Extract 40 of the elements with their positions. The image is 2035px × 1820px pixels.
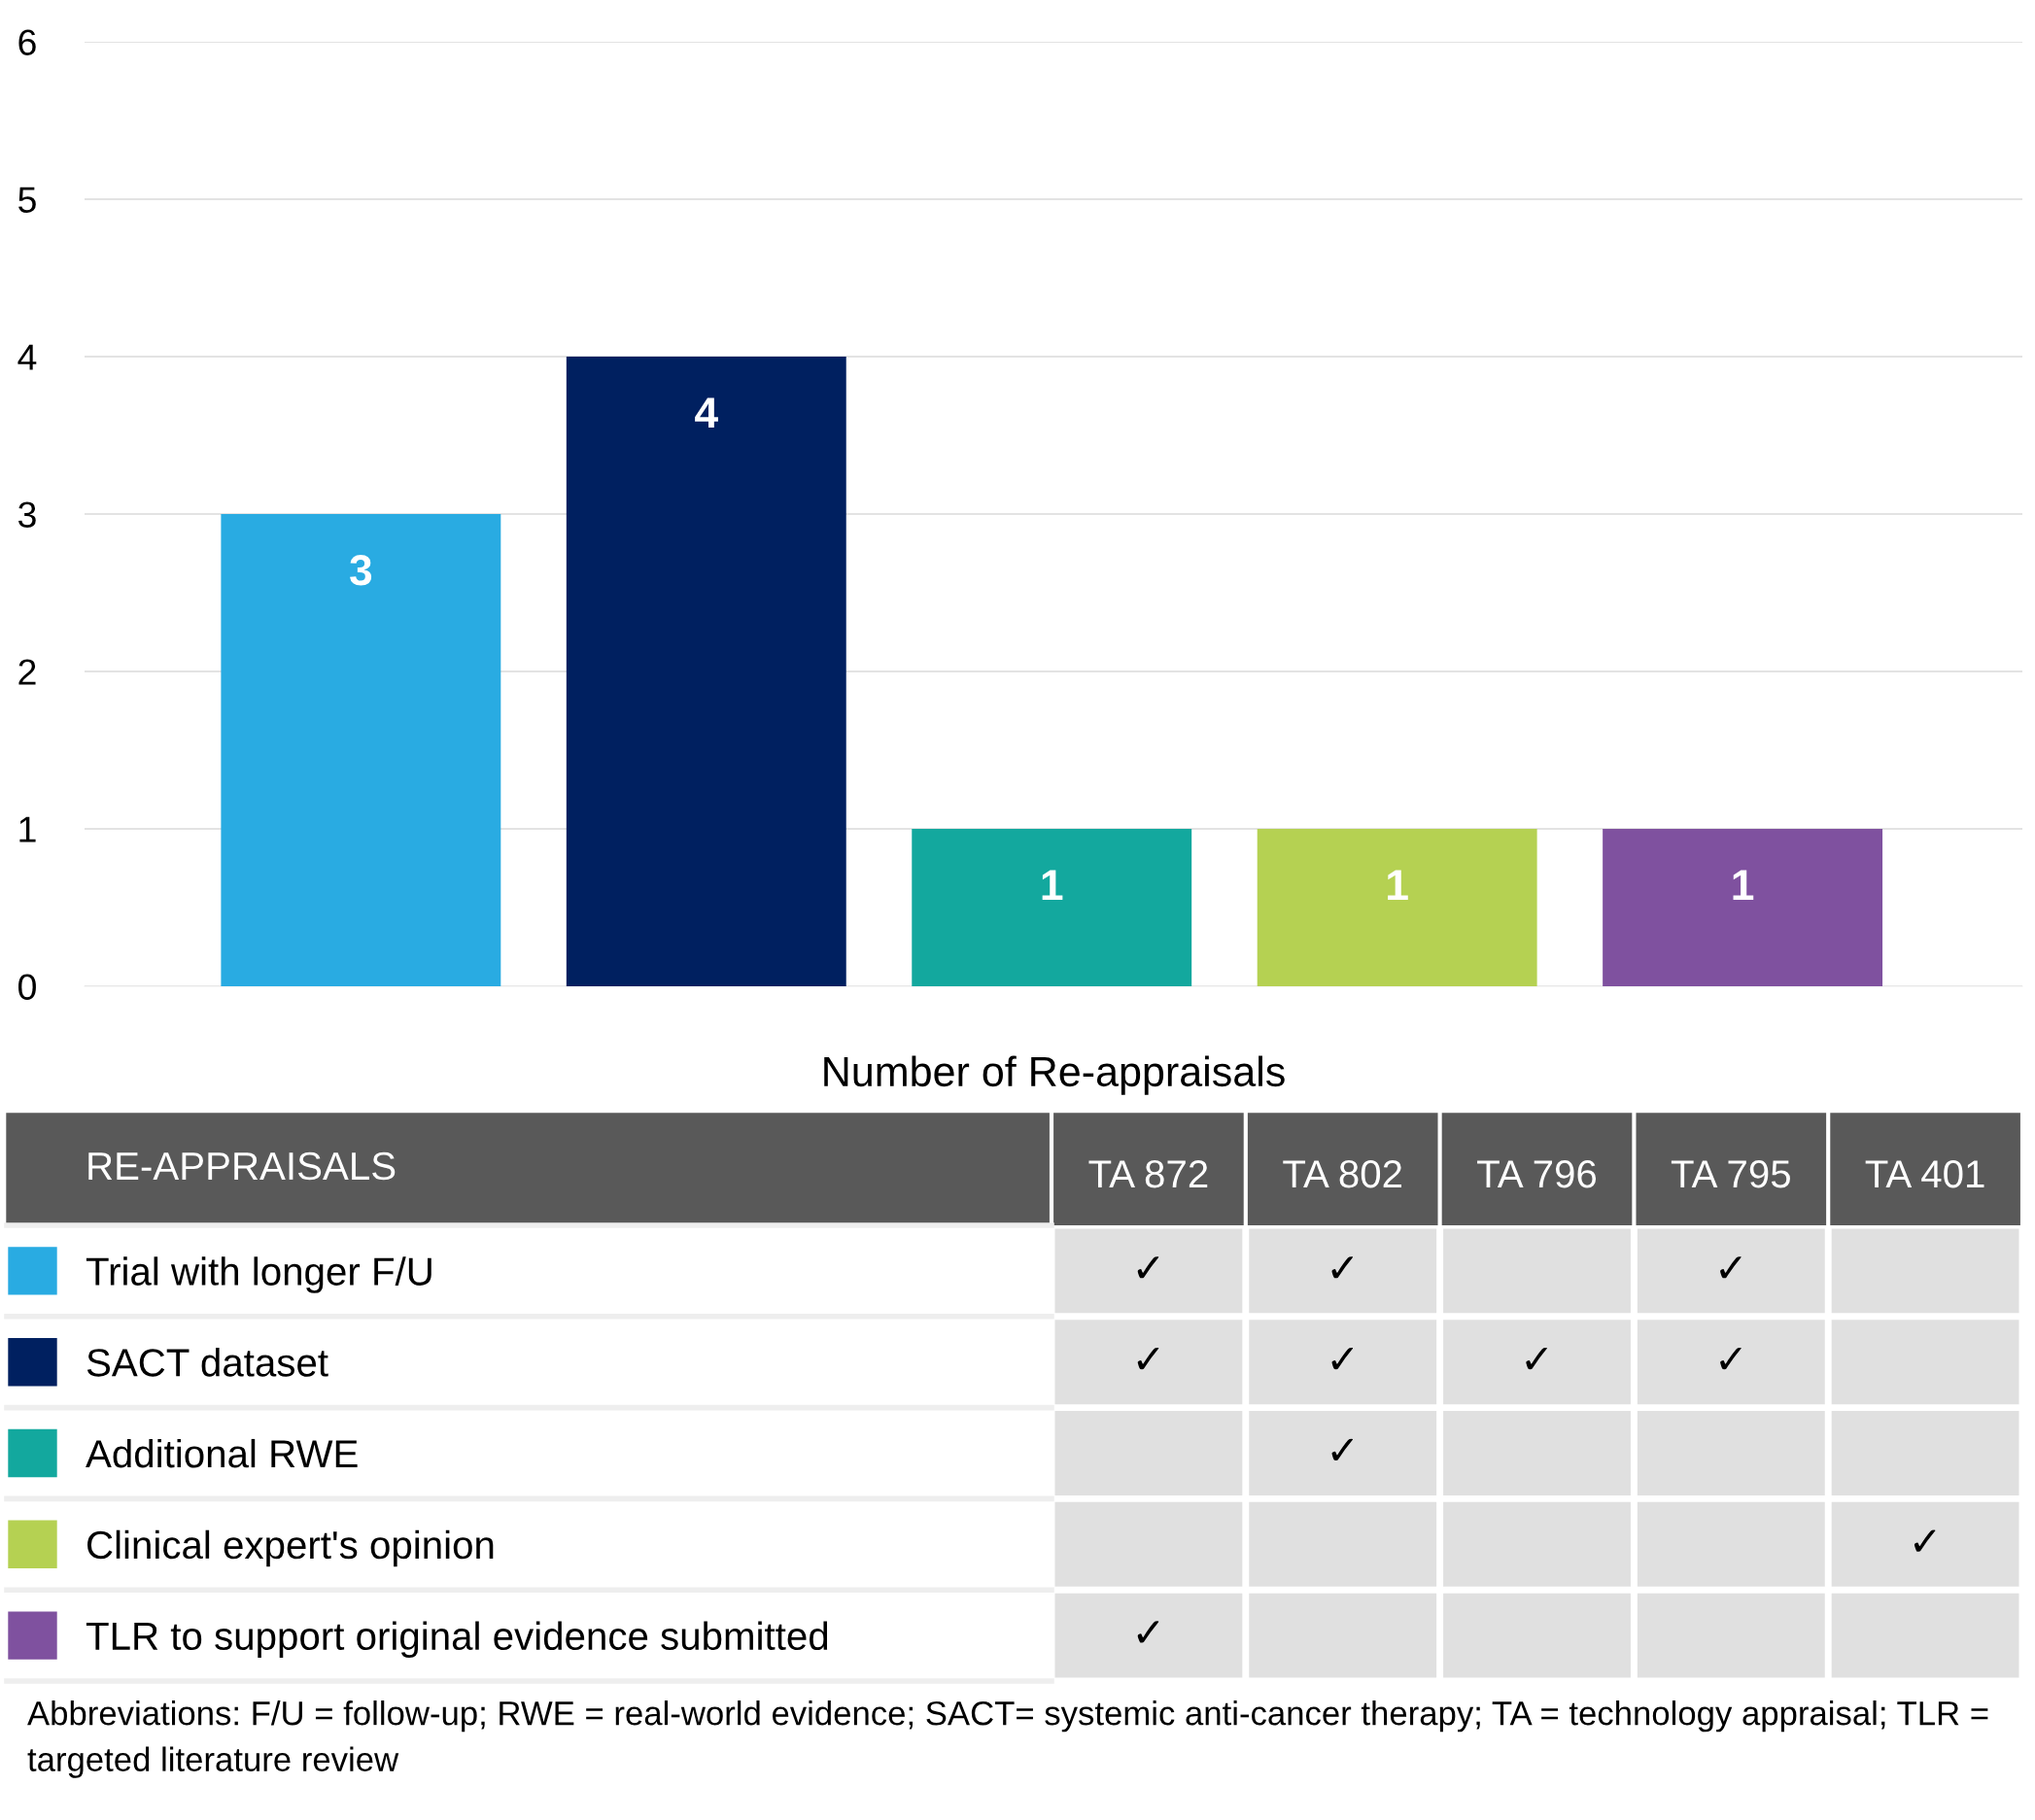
data-label: 4 <box>695 397 718 429</box>
y-tick-label: Clinical expert's opinion <box>87 1529 494 1567</box>
text: ✓ <box>1720 1256 1742 1279</box>
y-tick-label: 1 <box>19 816 36 842</box>
text: ✓ <box>1137 1621 1159 1643</box>
bar <box>1257 829 1537 986</box>
text: RE-APPRAISALS <box>88 1151 396 1181</box>
y-tick-label: TLR to support original evidence submitted <box>86 1621 828 1659</box>
text: ✓ <box>1720 1347 1742 1370</box>
y-tick-label: Additional RWE <box>86 1438 358 1468</box>
x-tick-label: TA 796 <box>1477 1159 1597 1188</box>
bar <box>221 514 501 986</box>
text: ✓ <box>1914 1529 1936 1552</box>
y-tick-label: 6 <box>18 29 36 55</box>
y-tick-label: 3 <box>17 501 36 528</box>
y-tick-label: SACT dataset <box>86 1348 328 1377</box>
data-label: 1 <box>1388 870 1408 901</box>
x-tick-label: TA 802 <box>1283 1159 1402 1188</box>
x-tick-label: TA 795 <box>1671 1159 1790 1188</box>
text: ✓ <box>1137 1347 1159 1370</box>
x-tick-label: TA 401 <box>1865 1159 1984 1188</box>
data-label: 1 <box>1042 870 1063 901</box>
x-tick-label: TA 872 <box>1088 1159 1208 1188</box>
y-tick-label: 0 <box>18 974 36 1000</box>
text: ✓ <box>1331 1256 1354 1279</box>
text: ✓ <box>1331 1347 1354 1370</box>
x-axis-title: Number of Re-appraisals <box>824 1055 1285 1095</box>
text: Abbreviations: F/U = follow-up; RWE = real-world evidence; SACT= systemic anti-cancer therapy; TA = technology appraisal; TLR = targeted literature review <box>27 1700 1988 1778</box>
data-label: 3 <box>350 555 372 586</box>
text: ✓ <box>1331 1438 1354 1460</box>
y-tick-label: Trial with longer F/U <box>86 1256 431 1293</box>
text: ✓ <box>1526 1347 1547 1370</box>
data-label: 1 <box>1733 870 1754 901</box>
y-tick-label: 4 <box>17 344 37 370</box>
bar <box>1603 829 1883 986</box>
bar <box>566 357 846 986</box>
y-tick-label: 5 <box>18 187 36 213</box>
bar <box>912 829 1192 986</box>
y-tick-label: 2 <box>18 659 36 685</box>
text: ✓ <box>1137 1256 1159 1279</box>
